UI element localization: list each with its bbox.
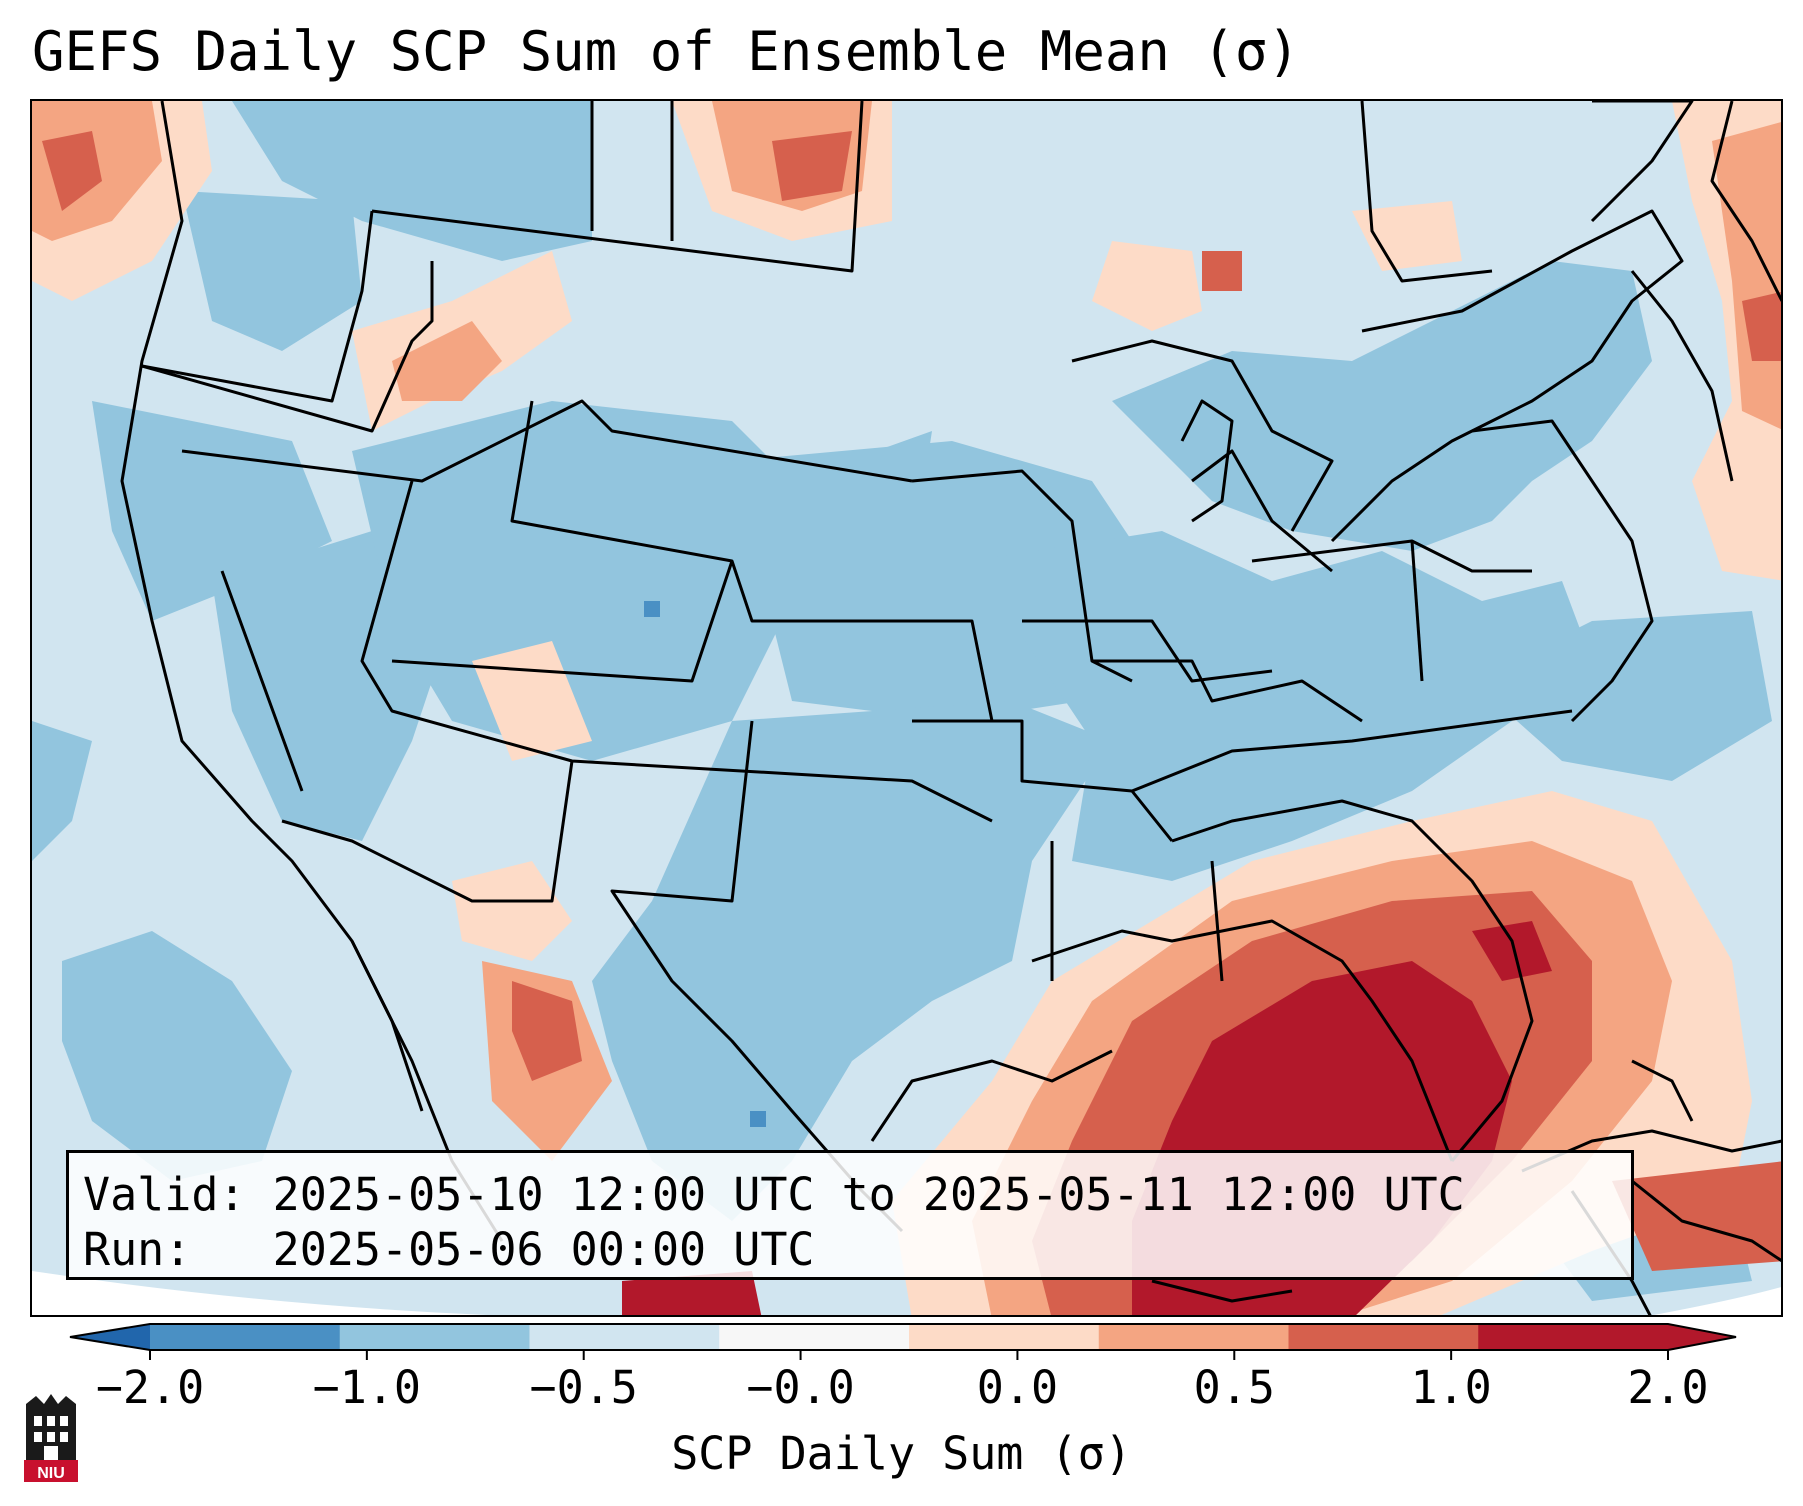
- colorbar-segment: [339, 1324, 530, 1350]
- colorbar-tick-label: −1.0: [312, 1361, 422, 1414]
- valid-run-info-box: Valid: 2025-05-10 12:00 UTC to 2025-05-1…: [66, 1150, 1634, 1280]
- valid-label: Valid:: [83, 1168, 246, 1221]
- colorbar-segment: [719, 1324, 910, 1350]
- page-title: GEFS Daily SCP Sum of Ensemble Mean (σ): [32, 20, 1300, 83]
- colorbar-tick-label: 0.0: [976, 1361, 1059, 1414]
- colorbar-segment: [150, 1324, 341, 1350]
- valid-value: 2025-05-10 12:00 UTC to 2025-05-11 12:00…: [272, 1168, 1465, 1221]
- colorbar-tick-label: −2.0: [95, 1361, 205, 1414]
- colorbar-tick-label: −0.0: [746, 1361, 855, 1414]
- colorbar-extend-low: [70, 1324, 150, 1350]
- colorbar-segment: [1478, 1324, 1669, 1350]
- valid-row: Valid: 2025-05-10 12:00 UTC to 2025-05-1…: [83, 1167, 1617, 1222]
- colorbar-segment: [909, 1324, 1100, 1350]
- colorbar-extend-high: [1668, 1324, 1736, 1350]
- colorbar-segment: [1098, 1324, 1289, 1350]
- run-label: Run:: [83, 1223, 192, 1276]
- scp-map: [32, 101, 1781, 1315]
- colorbar-tick-label: 1.0: [1410, 1361, 1492, 1414]
- niu-logo-icon: NIU: [24, 1394, 78, 1482]
- niu-logo-text: NIU: [37, 1465, 65, 1482]
- run-row: Run: 2025-05-06 00:00 UTC: [83, 1222, 1617, 1277]
- run-value: 2025-05-06 00:00 UTC: [272, 1223, 815, 1276]
- colorbar-tick-label: 0.5: [1193, 1361, 1275, 1414]
- colorbar: [69, 1323, 1737, 1360]
- map-panel: [30, 99, 1783, 1317]
- colorbar-segment: [1288, 1324, 1479, 1350]
- colorbar-tick-label: −0.5: [529, 1361, 638, 1414]
- colorbar-segment: [529, 1324, 720, 1350]
- colorbar-label: SCP Daily Sum (σ): [671, 1427, 1132, 1480]
- colorbar-tick-label: 2.0: [1627, 1361, 1709, 1414]
